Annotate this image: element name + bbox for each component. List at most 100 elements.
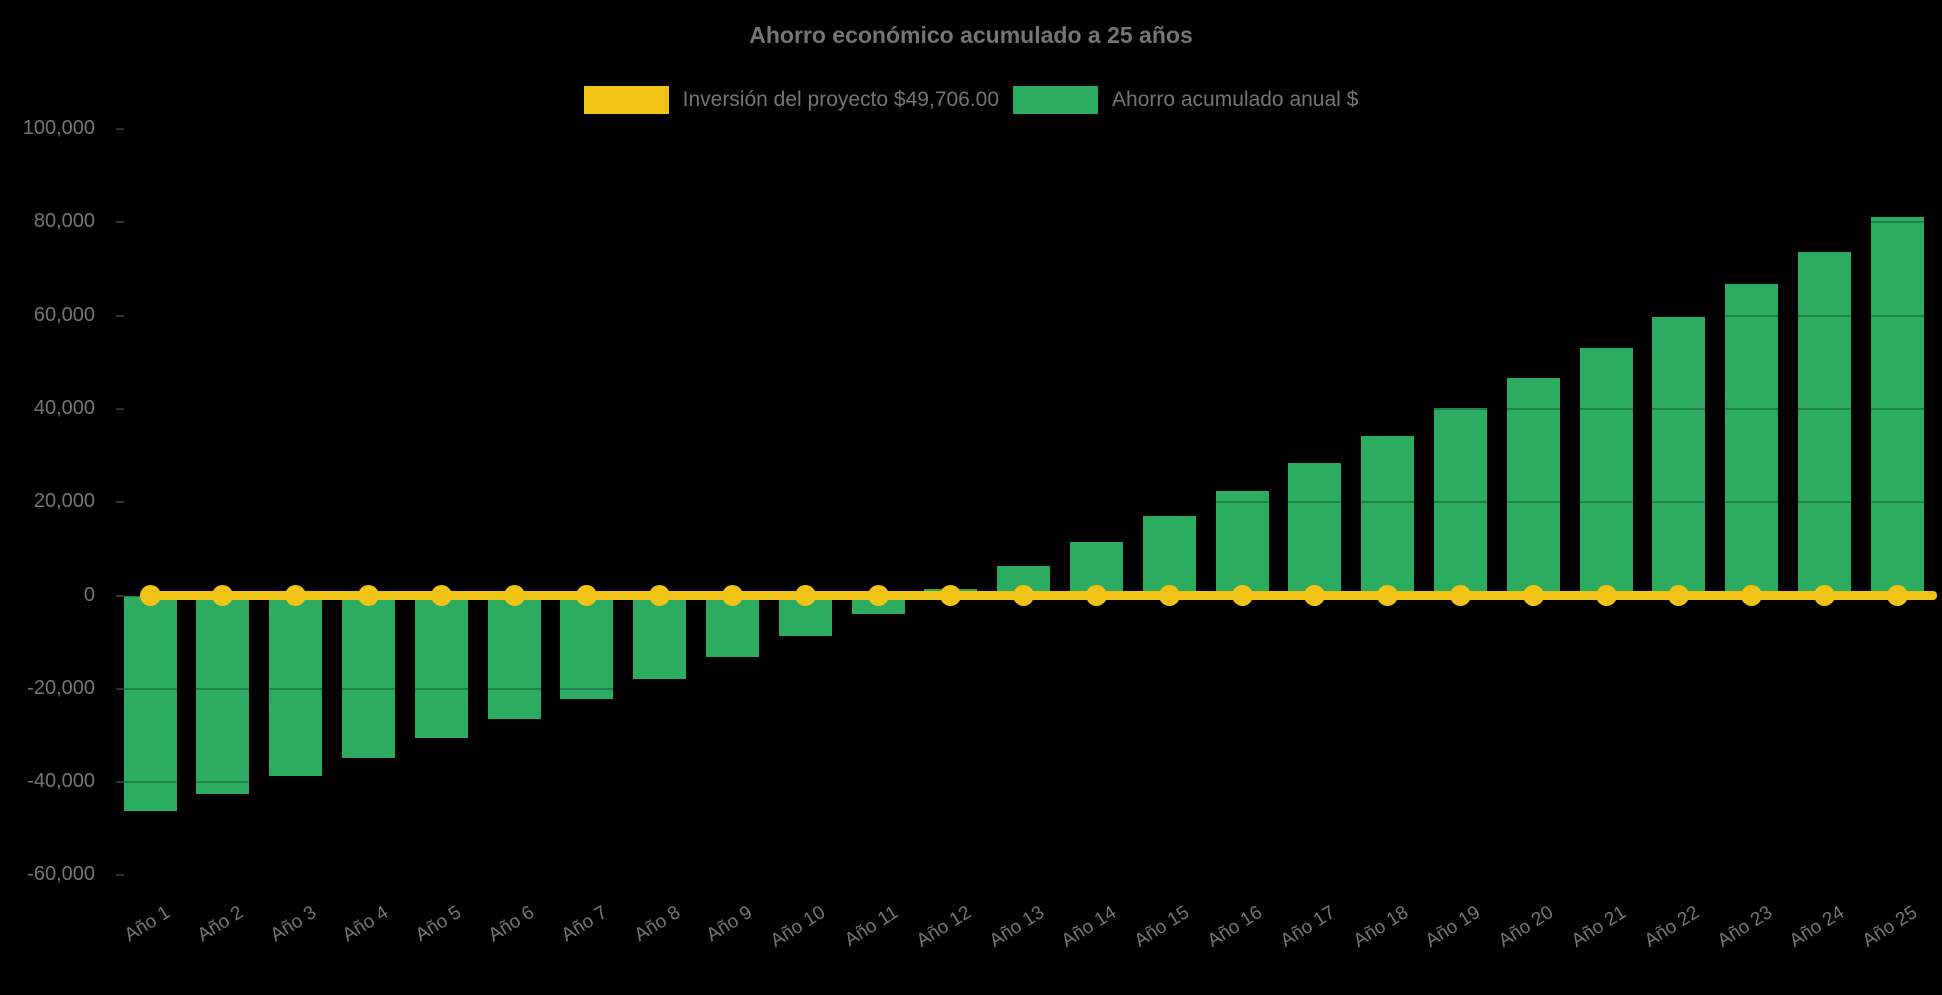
legend: Inversión del proyecto $49,706.00 Ahorro… — [0, 84, 1942, 116]
y-axis-tick — [116, 874, 124, 877]
x-axis-label: Año 10 — [767, 902, 830, 952]
investment-line-point[interactable] — [285, 585, 307, 606]
y-axis-label: 20,000 — [33, 490, 95, 513]
bar-año-15[interactable] — [1142, 515, 1196, 596]
investment-line-point[interactable] — [1231, 585, 1253, 606]
gridline — [104, 221, 1938, 224]
investment-line-point[interactable] — [576, 585, 598, 606]
investment-line-point[interactable] — [940, 585, 962, 606]
x-axis-label: Año 20 — [1495, 902, 1558, 952]
investment-line-point[interactable] — [1304, 585, 1326, 606]
gridline — [104, 874, 1938, 877]
x-axis-label: Año 23 — [1713, 902, 1776, 952]
bar-año-17[interactable] — [1288, 463, 1342, 596]
investment-line-point[interactable] — [1668, 585, 1690, 606]
x-axis-label: Año 24 — [1786, 902, 1849, 952]
y-axis-label: -60,000 — [27, 863, 95, 886]
investment-line-point[interactable] — [1741, 585, 1763, 606]
gridline — [104, 501, 1938, 504]
bar-año-3[interactable] — [269, 595, 323, 776]
legend-label-investment: Inversión del proyecto $49,706.00 — [682, 88, 1000, 111]
y-axis-label: 40,000 — [33, 396, 95, 419]
x-axis-label: Año 6 — [484, 902, 539, 947]
bar-año-1[interactable] — [123, 595, 177, 811]
x-axis-label: Año 8 — [630, 902, 684, 947]
investment-line-point[interactable] — [503, 585, 525, 606]
investment-line-point[interactable] — [139, 585, 161, 606]
x-axis-label: Año 5 — [412, 902, 466, 947]
chart-title: Ahorro económico acumulado a 25 años — [749, 22, 1193, 48]
legend-item-investment[interactable]: Inversión del proyecto $49,706.00 — [583, 86, 1000, 114]
legend-swatch-investment-icon — [583, 86, 669, 114]
x-axis-label: Año 11 — [841, 902, 903, 951]
bar-año-8[interactable] — [633, 595, 687, 679]
bar-año-6[interactable] — [487, 595, 541, 719]
gridline — [104, 781, 1938, 784]
x-axis-label: Año 13 — [985, 902, 1048, 952]
y-axis-tick — [116, 594, 124, 597]
investment-line-point[interactable] — [430, 585, 452, 606]
legend-item-savings[interactable]: Ahorro acumulado anual $ — [1013, 86, 1358, 114]
y-axis-label: 80,000 — [33, 210, 95, 233]
bar-año-21[interactable] — [1579, 347, 1633, 596]
gridline — [104, 687, 1938, 690]
bar-año-4[interactable] — [341, 595, 395, 758]
x-axis-label: Año 12 — [912, 902, 975, 952]
investment-line-point[interactable] — [357, 585, 379, 606]
y-axis-tick — [116, 501, 124, 504]
bar-año-24[interactable] — [1797, 252, 1851, 596]
y-axis-label: 100,000 — [22, 117, 95, 139]
bar-año-5[interactable] — [414, 595, 468, 739]
investment-line-point[interactable] — [1813, 585, 1835, 606]
x-axis-label: Año 2 — [193, 902, 247, 947]
investment-line-point[interactable] — [794, 585, 816, 606]
y-axis-tick — [116, 407, 124, 410]
x-axis-label: Año 14 — [1058, 902, 1121, 952]
gridline — [104, 407, 1938, 410]
investment-line-point[interactable] — [1886, 585, 1908, 606]
bar-año-2[interactable] — [196, 595, 250, 794]
investment-line-point[interactable] — [212, 585, 234, 606]
x-axis-label: Año 18 — [1349, 902, 1412, 952]
bar-año-23[interactable] — [1725, 284, 1779, 596]
investment-line-point[interactable] — [1377, 585, 1399, 606]
bar-año-18[interactable] — [1361, 435, 1415, 596]
x-axis-label: Año 4 — [339, 902, 393, 947]
investment-line-point[interactable] — [721, 585, 743, 606]
bar-año-7[interactable] — [560, 595, 614, 700]
bar-año-22[interactable] — [1652, 316, 1706, 596]
investment-line-point[interactable] — [1449, 585, 1471, 606]
bar-año-25[interactable] — [1870, 217, 1924, 596]
bar-año-16[interactable] — [1215, 490, 1269, 596]
x-axis-label: Año 21 — [1567, 902, 1631, 952]
x-axis-label: Año 7 — [557, 902, 611, 947]
investment-line-point[interactable] — [867, 585, 889, 606]
legend-label-savings: Ahorro acumulado anual $ — [1112, 88, 1359, 111]
investment-line-point[interactable] — [1085, 585, 1107, 606]
bar-año-20[interactable] — [1506, 377, 1560, 596]
y-axis-tick — [116, 128, 124, 130]
y-axis-tick — [116, 221, 124, 224]
legend-swatch-savings-icon — [1013, 86, 1099, 114]
y-axis-label: -40,000 — [27, 770, 95, 793]
gridline — [104, 314, 1938, 317]
investment-line-point[interactable] — [1595, 585, 1617, 606]
x-axis-label: Año 3 — [266, 902, 320, 947]
plot-area: 100,000 80,000 60,000 40,000 20,000 0 -20,000 -… — [22, 117, 1938, 952]
investment-line-point[interactable] — [1522, 585, 1544, 606]
investment-line-point[interactable] — [649, 585, 671, 606]
x-axis-label: Año 19 — [1422, 902, 1485, 952]
y-axis-label: -20,000 — [27, 676, 95, 699]
investment-line[interactable] — [146, 591, 1937, 600]
x-axis-label: Año 17 — [1276, 902, 1339, 952]
x-axis-label: Año 9 — [703, 902, 757, 947]
investment-line-point[interactable] — [1158, 585, 1180, 606]
y-axis-label: 0 — [83, 583, 95, 606]
bar-año-19[interactable] — [1433, 407, 1487, 596]
x-axis-label: Año 1 — [120, 902, 175, 947]
y-axis-label: 60,000 — [33, 303, 95, 326]
x-axis-label: Año 22 — [1640, 902, 1703, 952]
y-axis-tick — [116, 781, 124, 784]
investment-line-point[interactable] — [1013, 585, 1035, 606]
x-axis-label: Año 15 — [1131, 902, 1194, 952]
